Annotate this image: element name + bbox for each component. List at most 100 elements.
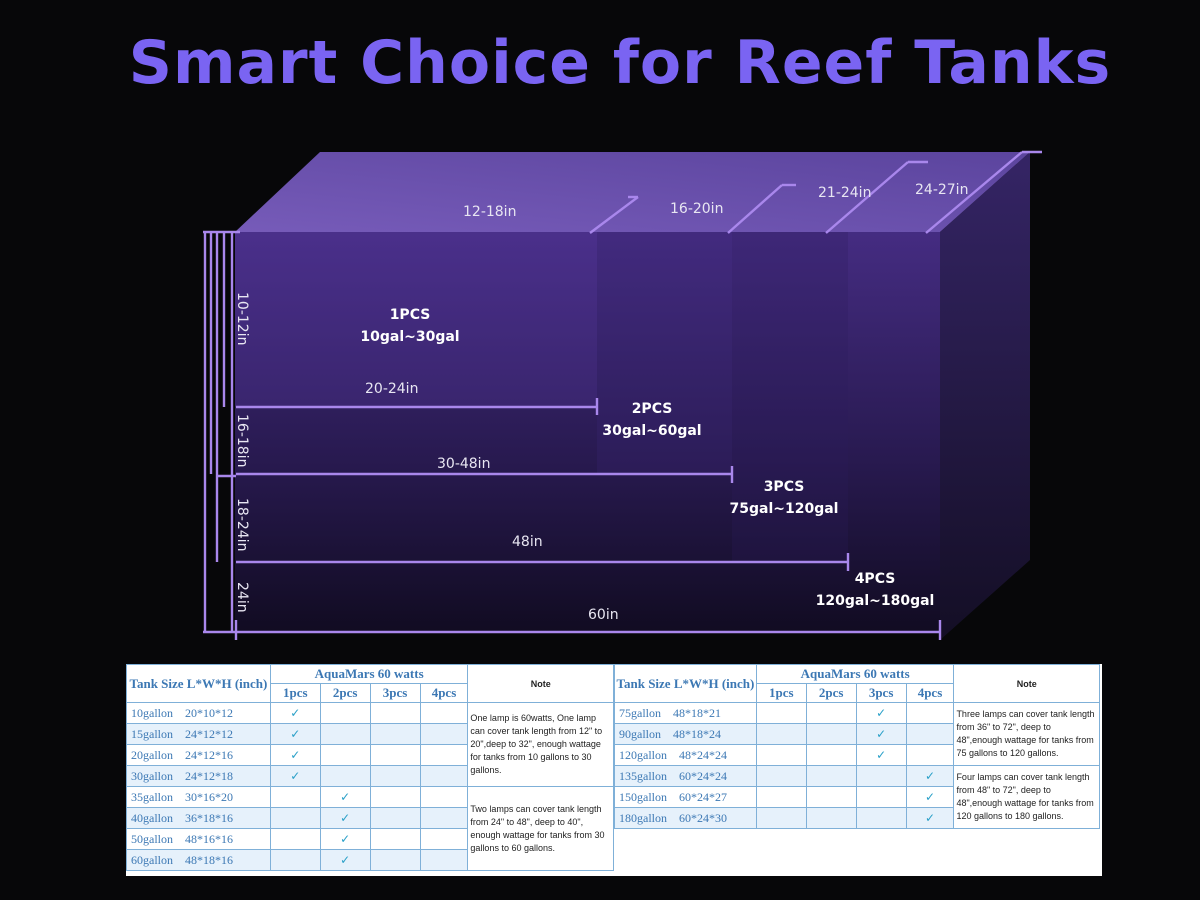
text-span: 24*12*16 [185,747,233,762]
check-cell: ✓ [855,744,907,766]
check-cell: ✓ [905,786,955,808]
zone-1-gal: 10gal~30gal [360,329,459,345]
table-row: 90gallon 48*18*24 ✓ [614,723,1100,745]
text-span: 35gallon [131,789,173,804]
check-cell: ✓ [319,828,371,850]
table-row: 35gallon 30*16*20 ✓ Two lamps can cover ta… [126,786,614,871]
table-row: 135gallon 60*24*24 ✓ Four lamps can cover … [614,765,1100,829]
zone-3-pcs: 3PCS [764,479,805,495]
table-row: 30gallon 24*12*18 ✓ [126,765,614,787]
text-span: 60*24*24 [679,768,727,783]
depth-lines [589,150,1042,234]
check-cell [905,723,955,745]
note-cell: Four lamps can cover tank length from 48… [953,765,1100,829]
check-cell [805,765,857,787]
check-cell [755,702,807,724]
check-cell [755,744,807,766]
text-span: 90gallon [619,726,661,741]
tank-cell: 135gallon 60*24*24 [614,765,757,787]
check-cell: ✓ [269,744,321,766]
pcs-header: 3pcs [369,683,421,703]
check-cell [369,702,421,724]
table-right-note-header: Note [953,664,1100,703]
check-cell: ✓ [905,765,955,787]
text-span: 48*18*24 [673,726,721,741]
check-cell [419,765,469,787]
check-cell [369,723,421,745]
tank-side-face [940,152,1030,640]
height-label-1: 10-12in [234,292,250,345]
text-span: 75gallon [619,705,661,720]
check-cell: ✓ [269,702,321,724]
table-right-size-header: Tank Size L*W*H (inch) [614,664,757,703]
zone-4-pcs: 4PCS [855,571,896,587]
check-cell [805,702,857,724]
check-cell [319,765,371,787]
pcs-header: 2pcs [319,683,371,703]
text-span: 180gallon [619,810,667,825]
check-cell: ✓ [319,807,371,829]
check-cell [805,807,857,829]
check-cell [369,765,421,787]
note-cell: One lamp is 60watts, One lamp can cover … [467,702,614,787]
text-span: 48*18*16 [185,852,233,867]
tank-cell: 35gallon 30*16*20 [126,786,271,808]
check-cell [419,828,469,850]
check-cell [755,723,807,745]
check-cell [905,702,955,724]
tank-cell: 10gallon 20*10*12 [126,702,271,724]
tank-cell: 75gallon 48*18*21 [614,702,757,724]
tank-cell: 20gallon 24*12*16 [126,744,271,766]
check-cell [855,765,907,787]
text-span: 10gallon [131,705,173,720]
tank-cell: 150gallon 60*24*27 [614,786,757,808]
table-row: 10gallon 20*10*12 ✓ One lamp is 60watts, O… [126,702,614,787]
tank-cell: 60gallon 48*18*16 [126,849,271,871]
length-label-3: 48in [512,534,543,550]
text-span: 24*12*18 [185,768,233,783]
text-span: 15gallon [131,726,173,741]
check-cell [805,723,857,745]
check-cell: ✓ [905,807,955,829]
check-cell: ✓ [855,702,907,724]
text-span: 150gallon [619,789,667,804]
table-right-group-header: AquaMars 60 watts [755,664,955,684]
text-span: 60*24*27 [679,789,727,804]
depth-label-1: 12-18in [463,204,516,220]
table-row: 50gallon 48*16*16 ✓ [126,828,614,850]
text-span: 24*12*12 [185,726,233,741]
tank-cell: 15gallon 24*12*12 [126,723,271,745]
table-row: 60gallon 48*18*16 ✓ [126,849,614,871]
check-cell [319,702,371,724]
check-cell [369,744,421,766]
text-span: 120gallon [619,747,667,762]
text-span: 48*24*24 [679,747,727,762]
check-cell [905,744,955,766]
pcs-header: 4pcs [419,683,469,703]
height-label-4: 24in [234,582,250,613]
spec-table-right-panel: Tank Size L*W*H (inch) AquaMars 60 watts… [614,664,1102,876]
table-row: 75gallon 48*18*21 ✓ Three lamps can cover … [614,702,1100,766]
check-cell [805,744,857,766]
check-cell [319,744,371,766]
table-row: 150gallon 60*24*27 ✓ [614,786,1100,808]
text-span: 30gallon [131,768,173,783]
table-left-size-header: Tank Size L*W*H (inch) [126,664,271,703]
length-label-4: 60in [588,607,619,623]
check-cell [369,849,421,871]
zone-2-gal: 30gal~60gal [602,423,701,439]
zone-2-area [597,232,732,474]
text-span: 135gallon [619,768,667,783]
spec-table-left: Tank Size L*W*H (inch) AquaMars 60 watts… [126,664,614,871]
zone-1-pcs: 1PCS [390,307,431,323]
check-cell [419,744,469,766]
check-cell [755,807,807,829]
note-cell: Two lamps can cover tank length from 24"… [467,786,614,871]
depth-label-3: 21-24in [818,185,871,201]
tank-cell: 40gallon 36*18*16 [126,807,271,829]
check-cell [755,786,807,808]
check-cell [419,807,469,829]
check-cell [369,828,421,850]
text-span: 30*16*20 [185,789,233,804]
check-cell [419,723,469,745]
